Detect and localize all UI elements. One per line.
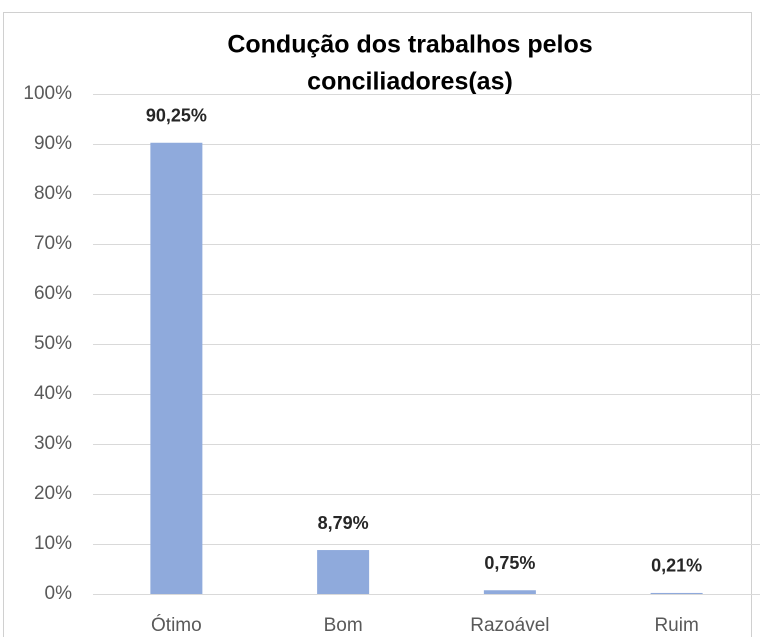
x-tick-label: Ótimo [151,614,202,636]
bar [483,590,536,594]
chart-border [3,12,752,637]
y-tick-label: 70% [34,233,72,254]
y-tick-label: 60% [34,283,72,304]
value-label: 8,79% [318,513,369,533]
value-label: 0,21% [651,556,702,576]
y-tick-label: 90% [34,133,72,154]
y-tick-label: 40% [34,383,72,404]
x-tick-label: Razoável [470,615,549,636]
value-label: 90,25% [146,106,207,126]
y-tick-label: 10% [34,533,72,554]
bar [317,550,370,594]
bar [150,142,203,594]
y-tick-label: 80% [34,183,72,204]
chart-title: Condução dos trabalhos pelos [227,31,592,59]
y-tick-label: 30% [34,433,72,454]
value-label: 0,75% [484,553,535,573]
y-tick-label: 0% [45,583,73,604]
y-tick-label: 100% [23,83,72,104]
y-tick-label: 20% [34,483,72,504]
bar [650,592,703,594]
x-tick-label: Ruim [654,615,698,636]
chart-title: conciliadores(as) [307,68,513,96]
y-tick-label: 50% [34,333,72,354]
x-tick-label: Bom [324,615,363,636]
